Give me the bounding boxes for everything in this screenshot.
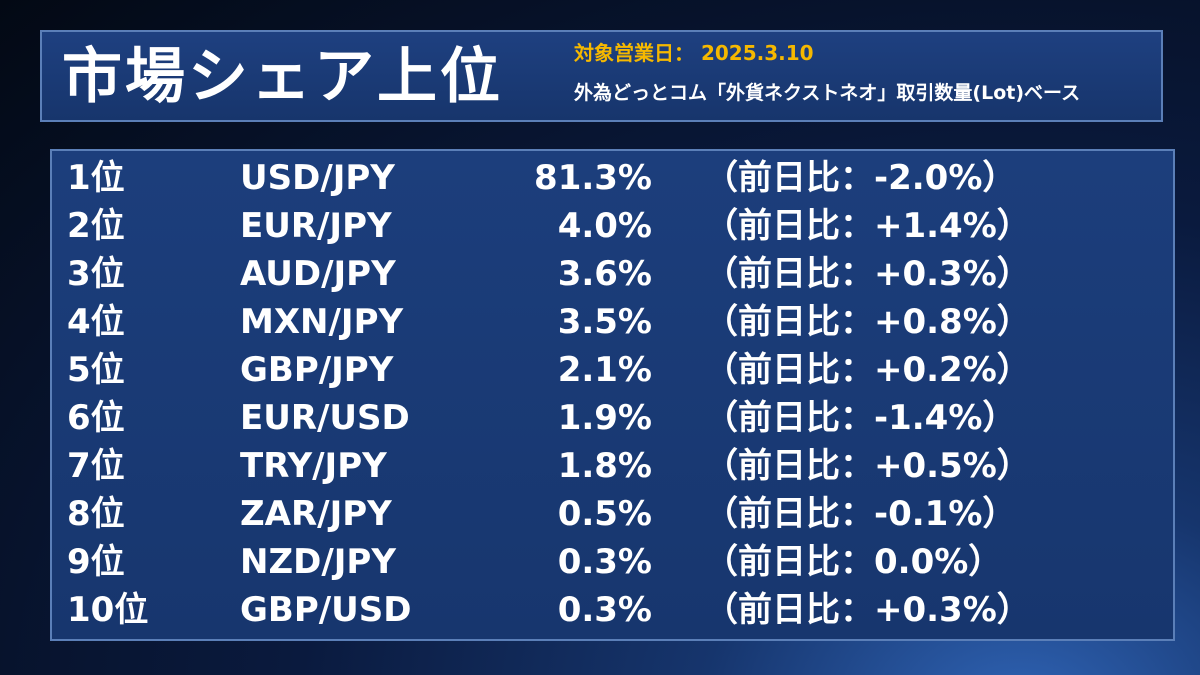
share-percent: 81.3%	[534, 158, 652, 198]
share-percent: 4.0%	[557, 206, 652, 246]
rank-label: 3位	[67, 254, 125, 294]
page-title: 市場シェア上位	[62, 42, 503, 112]
share-percent: 0.5%	[557, 494, 652, 534]
day-over-day-change: （前日比：+0.3%）	[704, 254, 1031, 294]
table-row: 1位 USD/JPY 81.3% （前日比：-2.0%）	[52, 154, 1173, 202]
table-row: 7位 TRY/JPY 1.8% （前日比：+0.5%）	[52, 442, 1173, 490]
share-percent: 1.8%	[557, 446, 652, 486]
currency-pair: ZAR/JPY	[240, 494, 392, 534]
table-row: 10位 GBP/USD 0.3% （前日比：+0.3%）	[52, 586, 1173, 634]
rank-label: 9位	[67, 542, 125, 582]
table-row: 9位 NZD/JPY 0.3% （前日比：0.0%）	[52, 538, 1173, 586]
table-row: 5位 GBP/JPY 2.1% （前日比：+0.2%）	[52, 346, 1173, 394]
header-banner: 市場シェア上位 対象営業日： 2025.3.10 外為どっとコム「外貨ネクストネ…	[40, 30, 1163, 122]
rank-label: 4位	[67, 302, 125, 342]
table-row: 2位 EUR/JPY 4.0% （前日比：+1.4%）	[52, 202, 1173, 250]
share-percent: 3.6%	[557, 254, 652, 294]
day-over-day-change: （前日比：+0.8%）	[704, 302, 1031, 342]
day-over-day-change: （前日比：-2.0%）	[704, 158, 1017, 198]
rank-label: 1位	[67, 158, 125, 198]
day-over-day-change: （前日比：-1.4%）	[704, 398, 1017, 438]
day-over-day-change: （前日比：+0.5%）	[704, 446, 1031, 486]
day-over-day-change: （前日比：+0.3%）	[704, 590, 1031, 630]
share-percent: 0.3%	[557, 590, 652, 630]
table-row: 6位 EUR/USD 1.9% （前日比：-1.4%）	[52, 394, 1173, 442]
currency-pair: MXN/JPY	[240, 302, 404, 342]
share-percent: 2.1%	[557, 350, 652, 390]
day-over-day-change: （前日比：+1.4%）	[704, 206, 1031, 246]
currency-pair: GBP/JPY	[240, 350, 394, 390]
rank-label: 5位	[67, 350, 125, 390]
data-basis-subtitle: 外為どっとコム「外貨ネクストネオ」取引数量(Lot)ベース	[574, 82, 1081, 104]
table-row: 4位 MXN/JPY 3.5% （前日比：+0.8%）	[52, 298, 1173, 346]
share-percent: 1.9%	[557, 398, 652, 438]
currency-pair: AUD/JPY	[240, 254, 396, 294]
currency-pair: TRY/JPY	[240, 446, 387, 486]
business-date: 対象営業日： 2025.3.10	[574, 41, 814, 65]
rank-label: 6位	[67, 398, 125, 438]
currency-pair: USD/JPY	[240, 158, 395, 198]
market-share-table: 1位 USD/JPY 81.3% （前日比：-2.0%） 2位 EUR/JPY …	[50, 149, 1175, 641]
rank-label: 10位	[67, 590, 149, 630]
table-row: 8位 ZAR/JPY 0.5% （前日比：-0.1%）	[52, 490, 1173, 538]
currency-pair: NZD/JPY	[240, 542, 396, 582]
day-over-day-change: （前日比：+0.2%）	[704, 350, 1031, 390]
rank-label: 7位	[67, 446, 125, 486]
share-percent: 3.5%	[557, 302, 652, 342]
table-row: 3位 AUD/JPY 3.6% （前日比：+0.3%）	[52, 250, 1173, 298]
day-over-day-change: （前日比：-0.1%）	[704, 494, 1017, 534]
rank-label: 8位	[67, 494, 125, 534]
currency-pair: EUR/USD	[240, 398, 410, 438]
day-over-day-change: （前日比：0.0%）	[704, 542, 1003, 582]
rank-label: 2位	[67, 206, 125, 246]
share-percent: 0.3%	[557, 542, 652, 582]
currency-pair: EUR/JPY	[240, 206, 392, 246]
currency-pair: GBP/USD	[240, 590, 412, 630]
